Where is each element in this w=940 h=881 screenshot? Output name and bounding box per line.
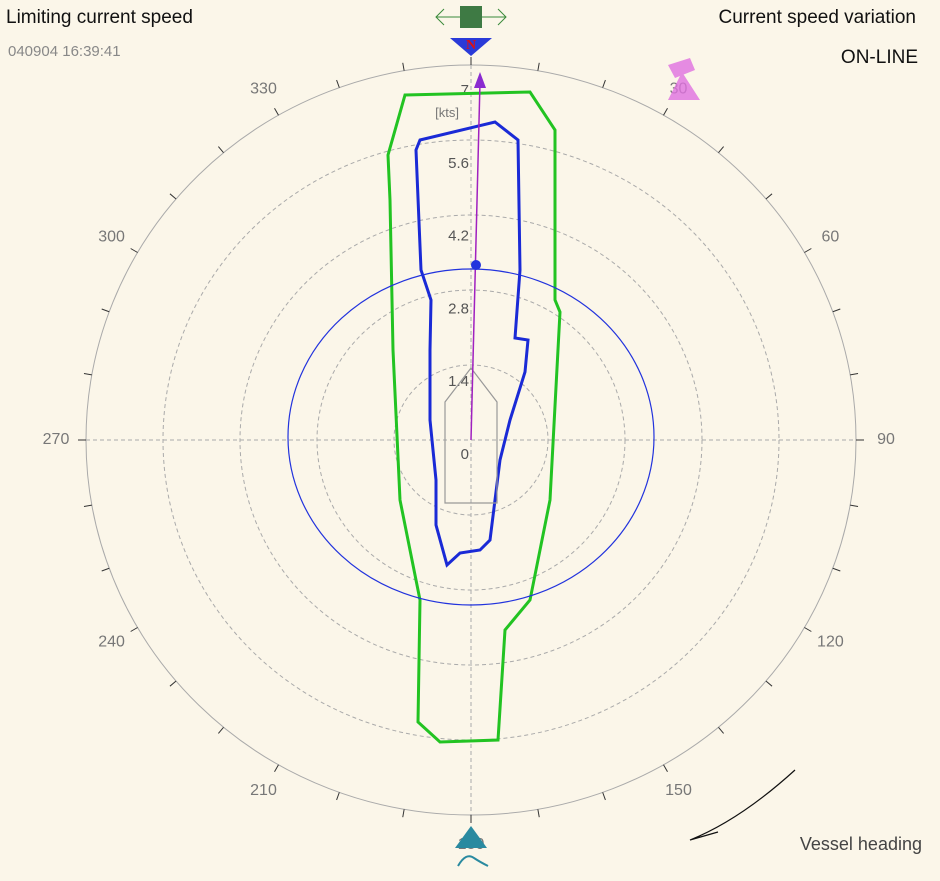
heading-curve [689,769,796,841]
angle-tick [718,726,724,734]
angle-tick [402,62,405,71]
angle-tick [602,792,606,801]
range-label: 0 [461,446,469,463]
range-ring [393,364,549,516]
status: ON-LINE [841,47,918,68]
angle-label: 120 [817,634,844,651]
angle-tick [832,567,841,572]
angle-tick [804,248,812,253]
angle-label: 60 [822,229,840,246]
angle-label: 150 [665,782,692,799]
angle-tick [101,567,110,572]
angle-tick [83,373,92,376]
angle-tick [130,248,138,253]
angle-tick [537,62,540,71]
range-label: 2.8 [448,300,469,317]
angle-tick [169,193,177,200]
timestamp: 040904 16:39:41 [8,43,121,60]
angle-label: 210 [250,782,277,799]
arrow-right [497,8,507,26]
angle-tick [850,373,859,376]
range-label: 5.6 [448,155,469,172]
angle-tick [274,108,279,116]
angle-label: 270 [43,431,70,448]
unit-label: [kts] [435,105,459,120]
bottom-marker [455,826,487,848]
range-ring [316,289,626,591]
angle-tick [832,308,841,313]
angle-tick [218,146,224,154]
angle-tick [718,146,724,154]
angle-label: 330 [250,80,277,97]
heading-marker [460,6,482,28]
angle-tick [804,627,812,632]
angle-tick [101,308,110,313]
wave-icon [457,855,489,867]
angle-tick [850,504,859,507]
angle-tick [130,627,138,632]
angle-tick [663,764,668,772]
range-ring [239,214,703,666]
angle-tick [663,108,668,116]
right-title: Current speed variation [719,7,917,28]
range-label: 7 [461,82,469,99]
angle-tick [602,79,606,88]
angle-tick [169,680,177,687]
angle-tick [402,809,405,818]
angle-label: 300 [98,229,125,246]
legend-heading: Vessel heading [800,834,922,854]
angle-label: 240 [98,634,125,651]
angle-tick [274,764,279,772]
angle-tick [336,79,340,88]
angle-tick [336,792,340,801]
vessel-outline [444,367,498,504]
wind-icon [668,58,700,100]
speed-envelope [414,120,530,568]
angle-tick [83,504,92,507]
angle-tick [765,193,773,200]
range-label: 4.2 [448,228,469,245]
angle-tick [765,680,773,687]
current-arrow [474,72,486,88]
angle-tick [218,726,224,734]
left-title: Limiting current speed [6,7,193,28]
north-triangle [450,38,492,56]
north-marker: N [466,38,476,53]
range-label: 1.4 [448,373,469,390]
angle-label: 90 [877,431,895,448]
arrow-left [435,8,445,26]
limit-envelope [386,90,562,744]
current-dot [471,260,481,270]
angle-tick [537,809,540,818]
current-circle [287,268,655,606]
